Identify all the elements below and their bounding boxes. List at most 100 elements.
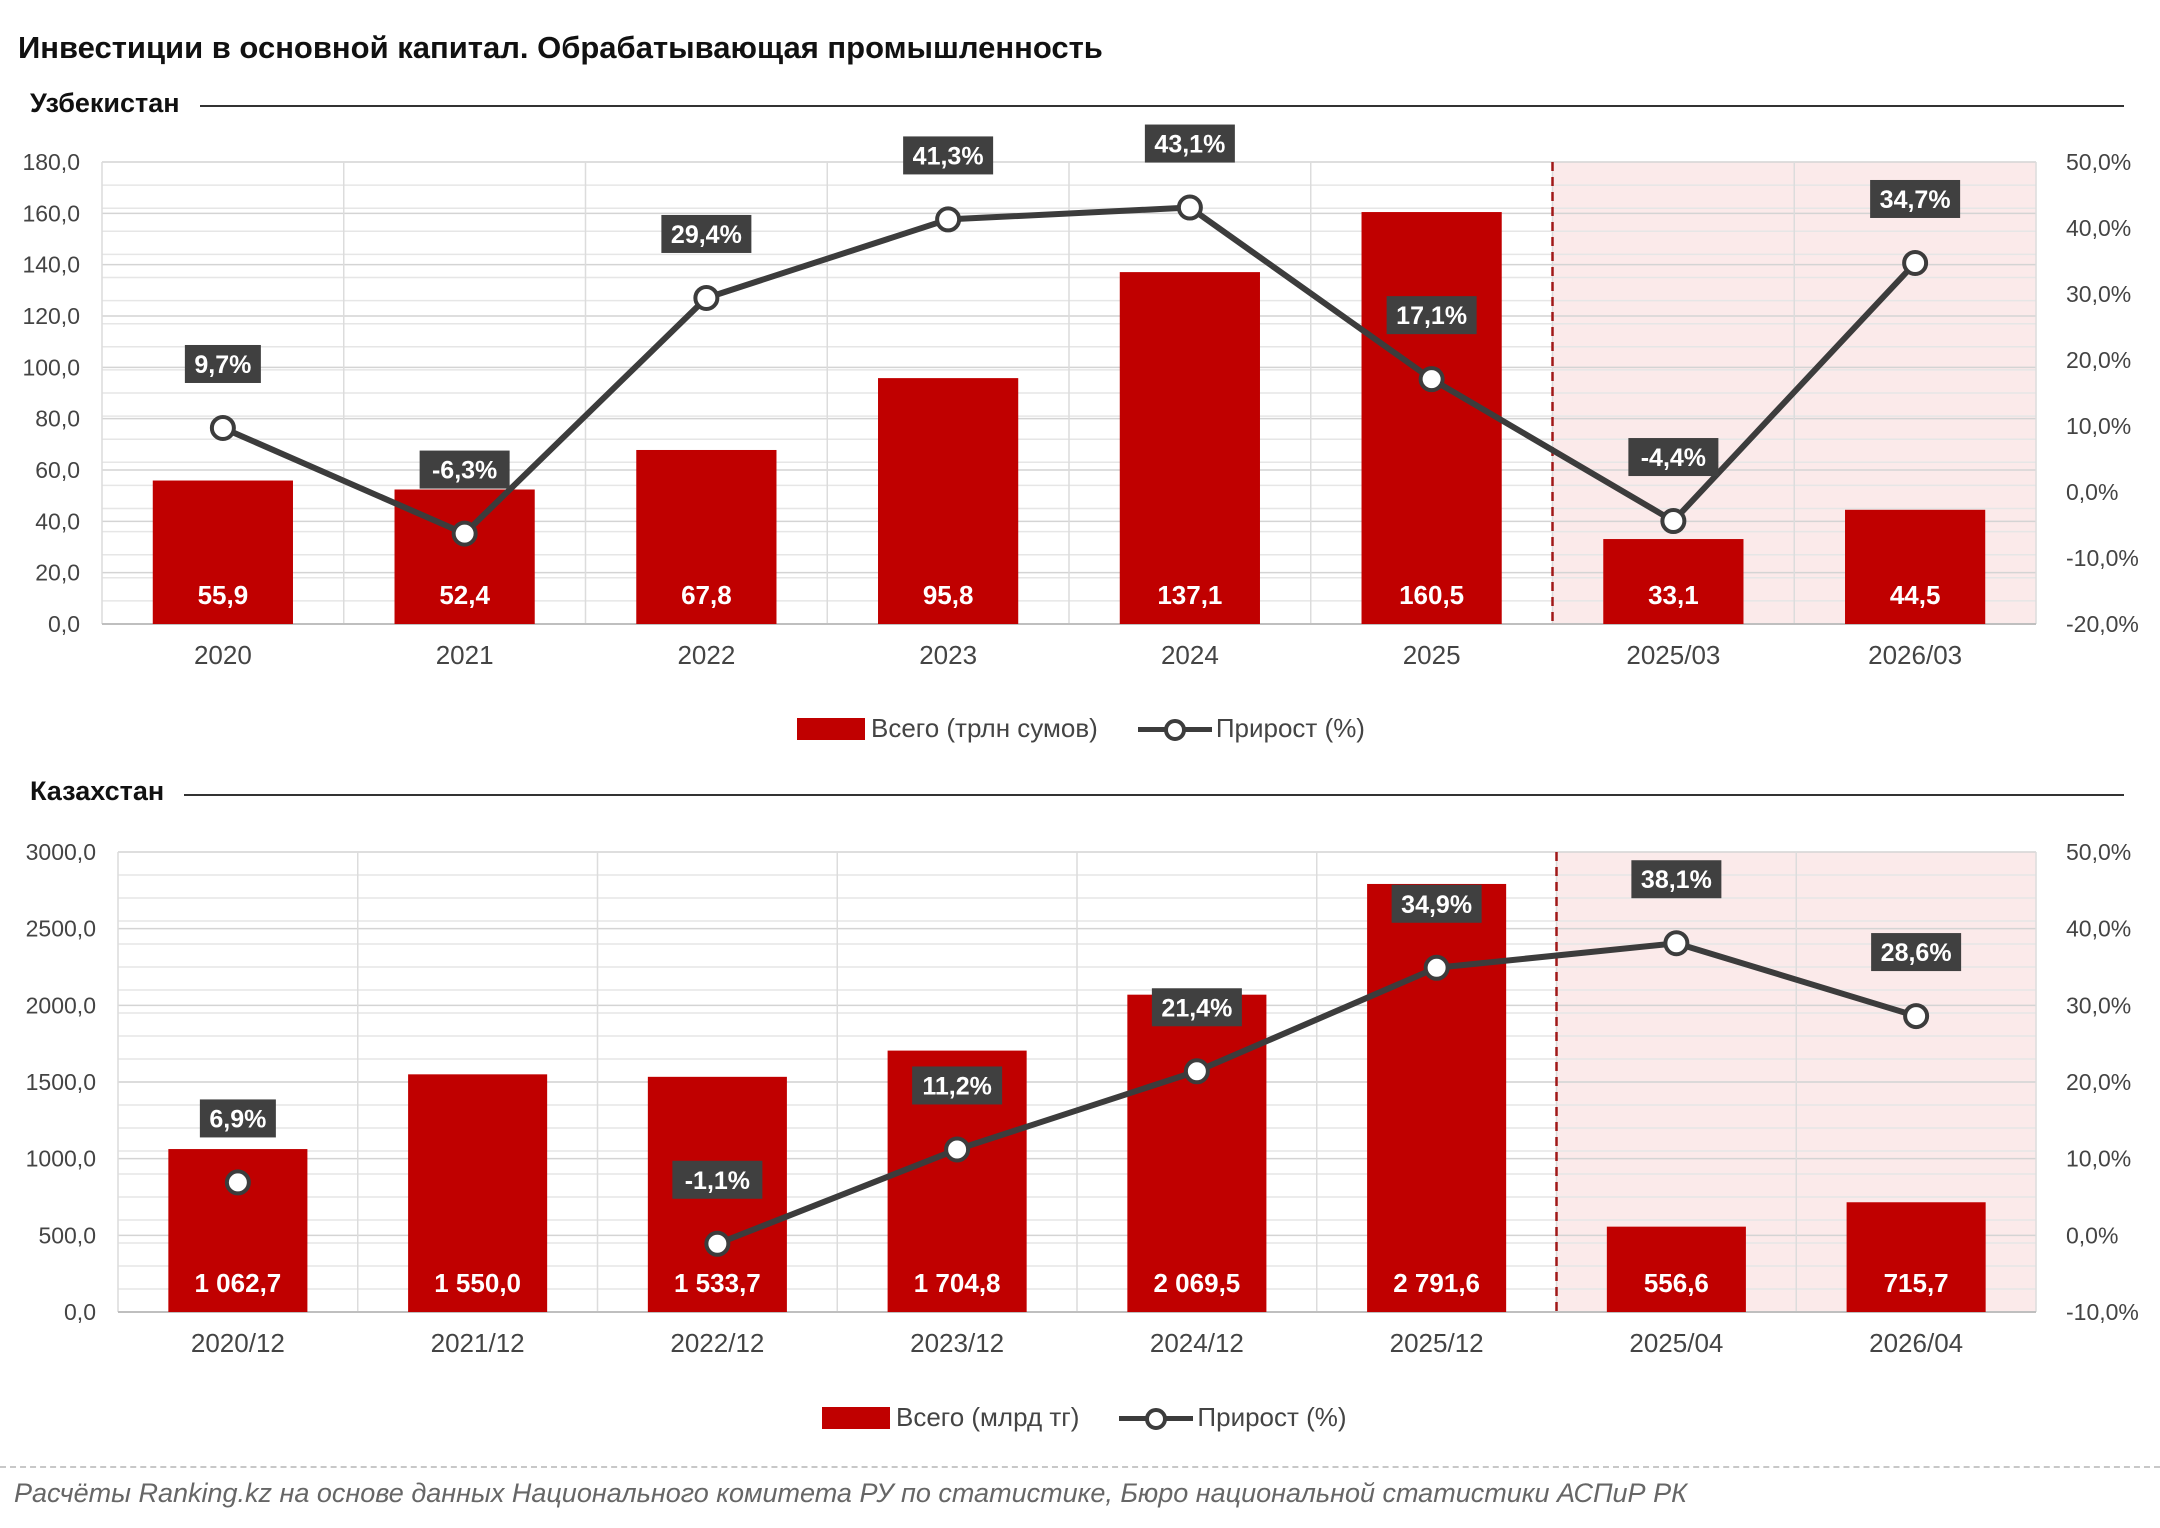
bar [878, 378, 1019, 624]
bar-value-label: 44,5 [1890, 580, 1941, 610]
growth-point [451, 520, 478, 547]
growth-label-box [1391, 884, 1482, 923]
y-axis-tick-label: 2500,0 [26, 916, 96, 942]
bar [1846, 1202, 1986, 1312]
x-axis-category-label: 2022 [677, 640, 735, 670]
x-axis-category-label: 2022/12 [670, 1328, 764, 1358]
legend-line-label: Прирост (%) [1197, 1402, 1347, 1432]
bar-value-label: 137,1 [1157, 580, 1222, 610]
growth-point [1903, 1003, 1930, 1030]
growth-label-box [419, 450, 510, 489]
growth-point [1660, 508, 1687, 535]
growth-point [1176, 194, 1203, 221]
growth-line-segment [1186, 204, 1435, 383]
legend-bar-swatch [797, 717, 865, 740]
chart-kazakhstan: 0,0 500,0 1000,0 1500,0 2000,0 2500,0 3000,0 -1… [26, 839, 2139, 1358]
growth-label-box [1631, 860, 1722, 899]
growth-label-box [912, 1066, 1003, 1105]
y2-axis-tick-label: 30,0% [2066, 281, 2131, 307]
y-axis-tick-label: 160,0 [22, 200, 80, 226]
section-title-kazakhstan: Казахстан [30, 776, 165, 806]
bar [1367, 883, 1507, 1312]
growth-label-box [1144, 124, 1235, 163]
growth-line-segment [1428, 376, 1677, 525]
y2-axis-tick-label: -20,0% [2066, 611, 2139, 637]
growth-line-segment [461, 294, 710, 537]
growth-value-label: 41,3% [913, 142, 984, 170]
x-axis-category-label: 2026/04 [1869, 1328, 1963, 1358]
growth-point [935, 206, 962, 233]
growth-point [944, 1136, 971, 1163]
legend-line-swatch [1137, 718, 1212, 741]
y-axis-tick-label: 100,0 [22, 354, 80, 380]
x-axis-category-label: 2021/12 [431, 1328, 525, 1358]
x-axis-category-label: 2023/12 [910, 1328, 1004, 1358]
y2-axis-tick-label: 40,0% [2066, 916, 2131, 942]
growth-line-segment [954, 1068, 1200, 1153]
legend-kazakhstan: Всего (млрд тг) Прирост (%) [822, 1402, 1347, 1433]
growth-value-label: -6,3% [432, 457, 497, 485]
x-axis-category-label: 2021 [436, 640, 494, 670]
bar [408, 1074, 548, 1312]
x-axis-category-label: 2020 [194, 640, 252, 670]
growth-label-box [1871, 933, 1962, 972]
legend-bar-swatch [822, 1406, 890, 1429]
growth-line-segment [945, 204, 1193, 223]
y-axis-tick-label: 2000,0 [26, 992, 96, 1018]
growth-line-segment [1670, 259, 1919, 525]
x-axis-category-label: 2025/03 [1626, 640, 1720, 670]
y2-axis-tick-label: 10,0% [2066, 413, 2131, 439]
growth-value-label: 34,9% [1401, 891, 1472, 919]
growth-value-label: 6,9% [209, 1105, 266, 1133]
y-axis-tick-label: 3000,0 [26, 839, 96, 865]
growth-line-segment [1193, 964, 1440, 1075]
section-divider-uzbekistan [200, 105, 2124, 107]
growth-label-box [661, 214, 752, 253]
growth-value-label: 34,7% [1880, 186, 1951, 214]
bar-value-label: 52,4 [439, 580, 490, 610]
growth-value-label: 9,7% [194, 351, 251, 379]
growth-point [224, 1169, 251, 1196]
y-axis-tick-label: 180,0 [22, 149, 80, 175]
growth-point [209, 414, 236, 441]
bar-value-label: 715,7 [1884, 1268, 1949, 1298]
bar [1606, 1226, 1746, 1312]
growth-point [1183, 1058, 1210, 1085]
y-axis-tick-label: 20,0 [35, 560, 80, 586]
growth-value-label: -1,1% [685, 1167, 750, 1195]
legend-line-swatch [1119, 1407, 1194, 1430]
growth-line-segment [703, 216, 952, 301]
bar [636, 449, 777, 624]
bar [1845, 509, 1986, 624]
bar-value-label: 1 533,7 [674, 1268, 761, 1298]
growth-point [1418, 366, 1445, 393]
growth-label-box [1386, 296, 1477, 335]
bar-value-label: 55,9 [198, 580, 249, 610]
growth-line-segment [1433, 940, 1680, 971]
y2-axis-tick-label: 20,0% [2066, 347, 2131, 373]
y2-axis-tick-label: 0,0% [2066, 1222, 2118, 1248]
chart-uzbekistan: 0,0 20,0 40,0 60,0 80,0 100,0 120,0 140,0 160,0 1… [22, 124, 2139, 670]
bar-value-label: 160,5 [1399, 580, 1464, 610]
x-axis-category-label: 2025 [1403, 640, 1461, 670]
x-axis-category-label: 2026/03 [1868, 640, 1962, 670]
y-axis-tick-label: 0,0 [64, 1299, 96, 1325]
growth-point [693, 284, 720, 311]
growth-value-label: 17,1% [1396, 302, 1467, 330]
growth-label-box [1151, 988, 1242, 1027]
y2-axis-tick-label: 30,0% [2066, 992, 2131, 1018]
y-axis-tick-label: 120,0 [22, 303, 80, 329]
x-axis-category-label: 2020/12 [191, 1328, 285, 1358]
x-axis-category-label: 2024 [1161, 640, 1219, 670]
legend-bar-label: Всего (млрд тг) [896, 1402, 1080, 1432]
x-axis-category-label: 2024/12 [1150, 1328, 1244, 1358]
y-axis-tick-label: 40,0 [35, 508, 80, 534]
growth-label-box [672, 1160, 763, 1199]
y2-axis-tick-label: 20,0% [2066, 1069, 2131, 1095]
y2-axis-tick-label: 40,0% [2066, 215, 2131, 241]
bar-value-label: 1 704,8 [914, 1268, 1001, 1298]
bar [1361, 212, 1502, 625]
y2-axis-tick-label: 0,0% [2066, 479, 2118, 505]
growth-value-label: 21,4% [1161, 994, 1232, 1022]
bar-value-label: 67,8 [681, 580, 732, 610]
